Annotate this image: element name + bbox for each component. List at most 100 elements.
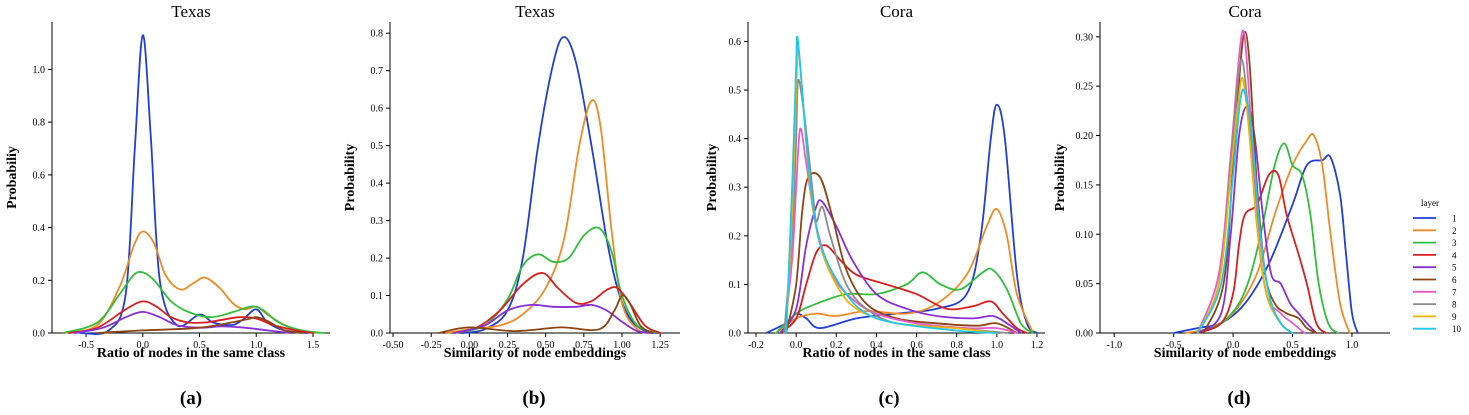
x-tick-label: 0.5 [193,340,206,351]
y-tick-label: 0.00 [1076,329,1094,340]
series-line-layer-4 [1196,169,1327,334]
y-tick-label: 0.2 [371,254,384,265]
legend-label-layer-7: 7 [1452,287,1457,297]
series-line-layer-4 [779,244,1028,334]
y-tick-label: 0.2 [33,276,46,287]
x-tick-label: 0.5 [1286,340,1299,351]
chart-title: Cora [880,2,914,21]
panel-label: (b) [522,388,545,409]
y-tick-label: 0.5 [729,86,742,97]
y-tick-label: 0.8 [33,118,46,129]
y-tick-label: 0.3 [371,216,384,227]
x-tick-label: -0.50 [383,340,404,351]
legend-label-layer-8: 8 [1452,300,1457,310]
y-tick-label: 0.6 [33,170,46,181]
panel-label: (d) [1227,388,1250,409]
x-tick-label: 0.75 [575,340,593,351]
series-line-layer-5 [1196,105,1318,334]
series-line-layer-10 [785,35,998,334]
legend-label-layer-9: 9 [1452,312,1457,322]
series-line-layer-4 [68,300,314,334]
x-tick-label: 0.2 [830,340,843,351]
x-tick-label: 0.8 [950,340,963,351]
y-tick-label: 0.05 [1076,279,1094,290]
y-tick-label: 0.6 [729,37,742,48]
y-tick-label: 0.25 [1076,82,1094,93]
legend-label-layer-5: 5 [1452,263,1457,273]
series-line-layer-8 [783,78,1008,334]
y-tick-label: 0.15 [1076,180,1094,191]
legend-title: layer [1421,198,1439,208]
x-tick-label: 1.00 [613,340,631,351]
x-axis-label: Similarity of node embeddings [1154,346,1337,361]
y-axis-label: Probability [705,144,720,211]
y-tick-label: 0.0 [371,329,384,340]
y-axis-label: Probability [343,144,358,211]
x-tick-label: 0.0 [137,340,150,351]
legend: layer 1 2 3 4 5 6 7 8 9 10 [1413,198,1462,334]
x-tick-label: 1.0 [1346,340,1359,351]
panels-group: Texas-0.5 0.0 0.5 1.0 1.50.00.20.40.60.81.0R… [5,2,1390,409]
y-tick-label: 1.0 [33,65,46,76]
panel-label: (c) [878,388,899,409]
legend-label-layer-10: 10 [1452,324,1462,334]
x-axis-label: Ratio of nodes in the same class [802,346,991,361]
series-line-layer-2 [445,99,654,334]
x-tick-label: 0.0 [1227,340,1240,351]
legend-label-layer-3: 3 [1452,238,1457,248]
series-line-layer-3 [62,271,326,334]
x-tick-label: -0.5 [1166,340,1182,351]
y-tick-label: 0.4 [371,179,384,190]
series-line-layer-7 [783,127,1018,334]
series-line-layer-6 [96,316,303,334]
panel-2: Texas -0.50 -0.25 0.00 0.25 0.50 0.75 1.00 1.25 0… [343,2,680,409]
x-tick-label: -1.0 [1106,340,1122,351]
x-tick-label: 1.2 [1031,340,1044,351]
panel-4: Cora -1.0 -0.5 0.0 0.5 1.0 0.00 0.05 0.10 0.15 0.2… [1053,2,1390,409]
series-line-layer-6 [437,294,654,334]
x-tick-label: -0.25 [421,340,442,351]
x-tick-label: 1.0 [250,340,263,351]
y-tick-label: 0.1 [729,280,742,291]
y-tick-label: 0.7 [371,66,384,77]
y-tick-label: 0.20 [1076,131,1094,142]
x-tick-label: 0.0 [790,340,803,351]
series-line-layer-10 [1196,88,1294,334]
y-tick-label: 0.8 [371,29,384,40]
series-line-layer-1 [460,36,662,334]
x-tick-label: -0.5 [78,340,94,351]
x-tick-label: 1.25 [651,340,669,351]
y-tick-label: 0.4 [33,223,46,234]
y-tick-label: 0.10 [1076,230,1094,241]
series-line-layer-3 [1196,142,1339,334]
y-axis-label: Probabiliy [5,146,20,209]
series-line-layer-3 [775,267,1034,334]
x-tick-label: -0.2 [748,340,764,351]
y-tick-label: 0.30 [1076,32,1094,43]
legend-label-layer-6: 6 [1452,275,1457,285]
x-tick-label: 0.00 [461,340,479,351]
y-axis-label: Probability [1053,144,1068,211]
y-tick-label: 0.5 [371,141,384,152]
series-line-layer-1 [79,34,309,335]
y-tick-label: 0.1 [371,291,384,302]
x-tick-label: 0.4 [870,340,883,351]
panel-1: Texas-0.5 0.0 0.5 1.0 1.50.00.20.40.60.81.0R… [5,2,330,409]
x-tick-label: 0.50 [537,340,555,351]
x-axis-label: Similarity of node embeddings [444,346,627,361]
y-tick-label: 0.0 [33,329,46,340]
x-tick-label: 0.6 [910,340,923,351]
legend-label-layer-4: 4 [1452,250,1457,260]
y-tick-label: 0.2 [729,231,742,242]
y-tick-label: 0.3 [729,183,742,194]
legend-label-layer-1: 1 [1452,214,1457,224]
chart-title: Texas [171,2,210,21]
chart-title: Texas [515,2,554,21]
panel-label: (a) [180,388,202,409]
series-line-layer-5 [73,311,292,334]
series-line-layer-6 [785,172,1018,334]
y-tick-label: 0.0 [729,329,742,340]
x-tick-label: 0.25 [499,340,517,351]
y-tick-label: 0.6 [371,104,384,115]
